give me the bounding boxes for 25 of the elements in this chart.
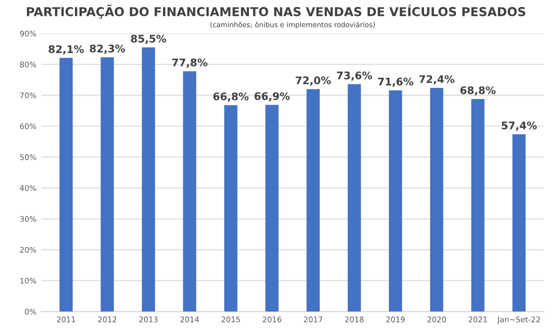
data-label: 82,1% <box>48 45 84 54</box>
bar <box>60 58 73 312</box>
bar <box>512 134 526 312</box>
data-label: 66,9% <box>254 92 290 102</box>
bar <box>100 57 114 312</box>
bar <box>224 105 238 312</box>
data-label: 66,8% <box>213 92 249 102</box>
bar <box>306 89 320 312</box>
bar <box>265 104 279 312</box>
bar <box>183 71 196 312</box>
data-label: 77,8% <box>172 58 208 68</box>
bar <box>348 84 361 312</box>
data-label: 82,3% <box>90 44 126 54</box>
data-label: 72,4% <box>419 75 454 84</box>
data-label: 71,6% <box>378 78 414 87</box>
chart-title: PARTICIPAÇÃO DO FINANCIAMENTO NAS VENDAS DE VEÍCULOS PESADOS <box>26 4 526 18</box>
data-label: 73,6% <box>336 71 372 81</box>
bar <box>142 47 156 312</box>
data-label: 57,4% <box>502 122 537 131</box>
data-label: 68,8% <box>460 86 496 96</box>
data-label: 72,0% <box>296 76 331 86</box>
bar <box>471 98 484 312</box>
bar <box>388 90 402 312</box>
bar <box>430 88 444 312</box>
data-label: 85,5% <box>131 34 166 44</box>
